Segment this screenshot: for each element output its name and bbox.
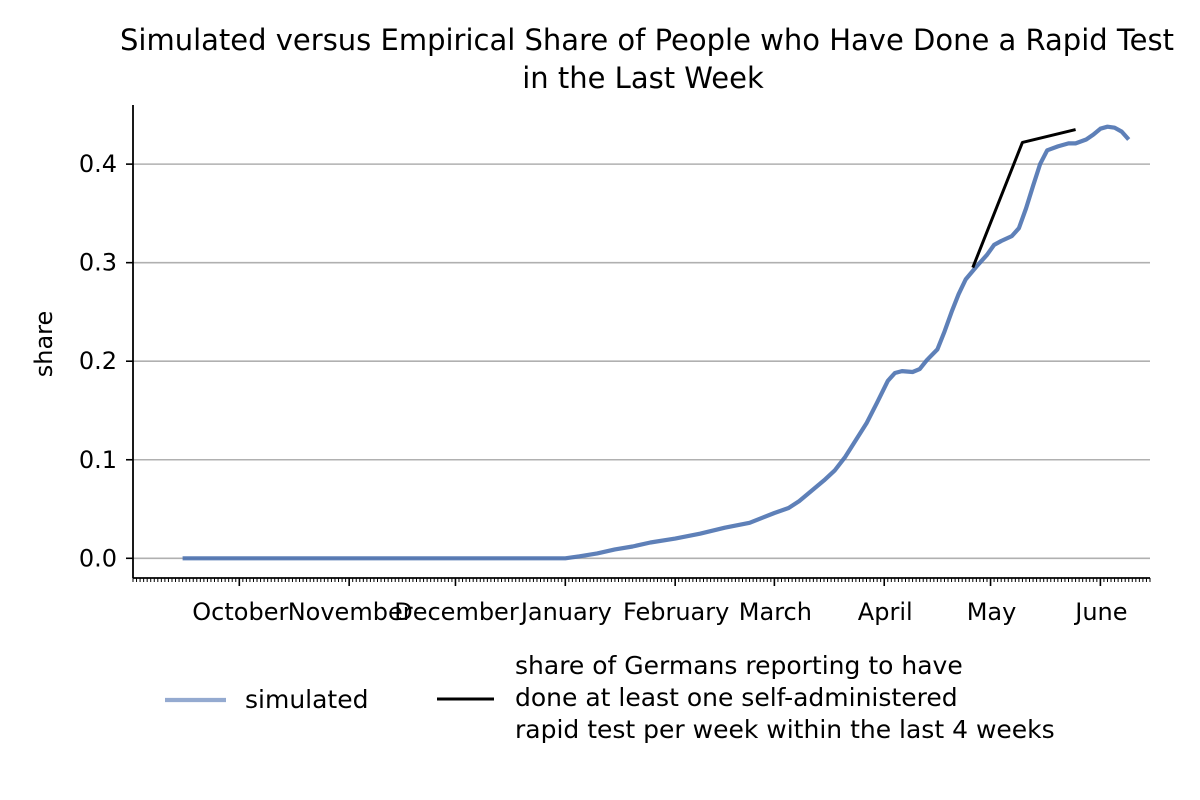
legend-label-empirical: done at least one self-administered [515, 683, 958, 712]
y-tick-label: 0.2 [79, 347, 117, 375]
x-tick-label: December [394, 598, 519, 626]
x-tick-label: June [1073, 598, 1127, 626]
x-tick-label: January [519, 598, 612, 626]
series-layer [182, 124, 1131, 561]
y-axis-label: share [30, 311, 58, 378]
legend-label-empirical: share of Germans reporting to have [515, 651, 963, 680]
chart-title: Simulated versus Empirical Share of Peop… [120, 23, 1174, 57]
y-tick-label: 0.1 [79, 446, 117, 474]
legend-label-empirical: rapid test per week within the last 4 we… [515, 715, 1055, 744]
x-tick-label: November [288, 598, 413, 626]
empirical-series-line [971, 128, 1076, 269]
y-tick-label: 0.4 [79, 150, 117, 178]
legend-label-simulated: simulated [245, 685, 369, 714]
x-tick-label: March [739, 598, 812, 626]
x-tick-label: May [967, 598, 1017, 626]
x-tick-label: February [623, 598, 729, 626]
y-tick-label: 0.0 [79, 544, 117, 572]
axes [132, 105, 1150, 579]
x-tick-label: April [858, 598, 913, 626]
y-gridlines [133, 163, 1150, 560]
x-tick-label: October [192, 598, 288, 626]
legend: simulated share of Germans reporting to h… [165, 651, 1055, 744]
simulated-series-line [182, 124, 1131, 561]
y-tick-label: 0.3 [79, 249, 117, 277]
y-ticks: 0.0 0.1 0.2 0.3 0.4 [79, 150, 133, 572]
chart-title-line-2: in the Last Week [522, 61, 764, 95]
